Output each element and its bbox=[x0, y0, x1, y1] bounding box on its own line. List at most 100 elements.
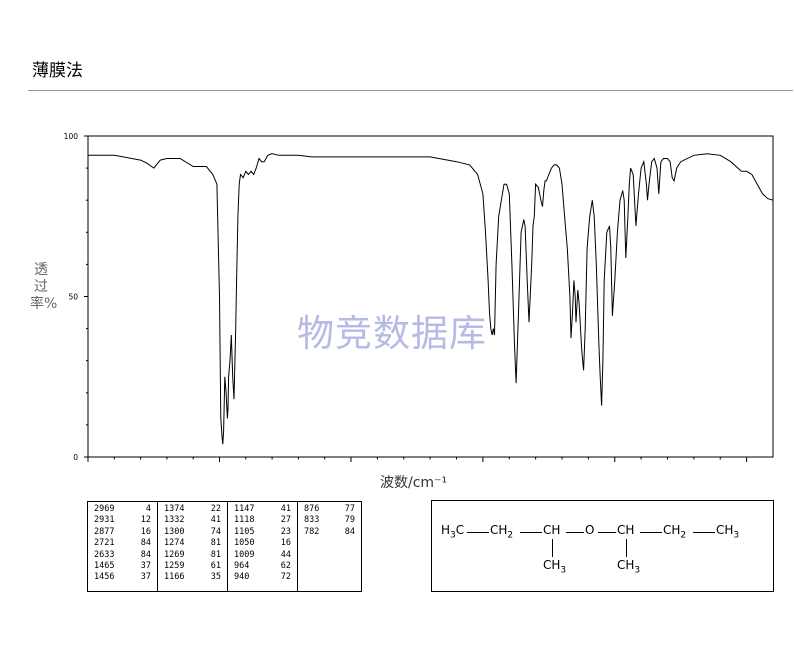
peak-table-column: 1374 22 1332 41 1300 74 1274 81 1269 81 1259 61 1166… bbox=[158, 502, 228, 591]
x-tick-label: 4000 bbox=[78, 464, 97, 465]
peak-wavenumber: 1465 bbox=[94, 561, 115, 572]
peak-transmittance: 16 bbox=[140, 526, 151, 537]
methylene-group-right: CH2 bbox=[663, 523, 687, 541]
methine-group-right: CH bbox=[617, 523, 635, 537]
peak-wavenumber: 833 bbox=[304, 515, 320, 526]
ether-oxygen: O bbox=[585, 523, 595, 537]
branch-bond bbox=[626, 539, 627, 557]
peak-transmittance: 81 bbox=[210, 538, 221, 549]
methine-group-left: CH bbox=[543, 523, 561, 537]
page-title: 薄膜法 bbox=[32, 61, 83, 81]
plot-frame bbox=[87, 135, 774, 458]
peak-wavenumber: 2931 bbox=[94, 515, 115, 526]
peak-row: 1300 74 bbox=[164, 527, 221, 538]
y-axis-title: 透过率% bbox=[30, 262, 58, 312]
peak-row: 1274 81 bbox=[164, 538, 221, 549]
peak-wavenumber: 1332 bbox=[164, 515, 185, 526]
x-tick-label: 1000 bbox=[605, 464, 624, 465]
transmittance-line bbox=[88, 153, 774, 445]
peak-transmittance: 22 bbox=[210, 504, 221, 514]
peak-row: 1456 37 bbox=[94, 572, 151, 583]
y-axis-ticks: 0 50 100 bbox=[64, 132, 88, 462]
x-axis-ticks: 4000 3000 2000 1500 1000 500 bbox=[78, 457, 754, 465]
peak-row: 1374 22 bbox=[164, 504, 221, 515]
peak-row: 2969 4 bbox=[94, 504, 151, 515]
title-divider bbox=[28, 90, 793, 91]
peak-wavenumber: 1269 bbox=[164, 549, 185, 560]
methyl-branch-right: CH3 bbox=[617, 558, 641, 576]
peak-row: 876 77 bbox=[304, 504, 355, 515]
peak-transmittance: 37 bbox=[140, 572, 151, 583]
peak-transmittance: 84 bbox=[140, 549, 151, 560]
bond bbox=[566, 532, 584, 533]
peak-transmittance: 62 bbox=[280, 561, 291, 572]
peak-row: 1269 81 bbox=[164, 550, 221, 561]
peak-wavenumber: 1274 bbox=[164, 538, 185, 549]
methylene-group-left: CH2 bbox=[490, 523, 514, 541]
y-tick-label: 0 bbox=[73, 453, 78, 462]
peak-transmittance: 12 bbox=[140, 515, 151, 526]
peak-row: 1465 37 bbox=[94, 561, 151, 572]
peak-wavenumber: 1147 bbox=[234, 504, 255, 514]
peak-transmittance: 61 bbox=[210, 561, 221, 572]
peak-transmittance: 44 bbox=[280, 549, 291, 560]
peak-wavenumber: 1050 bbox=[234, 538, 255, 549]
peak-row: 1332 41 bbox=[164, 515, 221, 526]
peak-row: 2721 84 bbox=[94, 538, 151, 549]
peak-transmittance: 84 bbox=[344, 526, 355, 537]
bond bbox=[520, 532, 542, 533]
peak-table: 2969 4 2931 12 2877 16 2721 84 2633 84 1465 37 1456 3… bbox=[87, 501, 362, 592]
peak-row: 782 84 bbox=[304, 527, 355, 538]
peak-row: 1118 27 bbox=[234, 515, 291, 526]
peak-transmittance: 37 bbox=[140, 561, 151, 572]
methyl-branch-left: CH3 bbox=[543, 558, 567, 576]
peak-row: 1166 35 bbox=[164, 572, 221, 583]
x-axis-title: 波数/cm⁻¹ bbox=[380, 475, 448, 491]
peak-transmittance: 72 bbox=[280, 572, 291, 583]
peak-wavenumber: 2877 bbox=[94, 526, 115, 537]
ir-spectrum-chart: 4000 3000 2000 1500 1000 500 0 50 100 bbox=[64, 132, 774, 465]
x-tick-label: 3000 bbox=[210, 464, 229, 465]
peak-table-column: 1147 41 1118 27 1105 23 1050 16 1009 44 964 62 940 72 bbox=[228, 502, 298, 591]
peak-wavenumber: 1456 bbox=[94, 572, 115, 583]
peak-row: 2931 12 bbox=[94, 515, 151, 526]
peak-row: 1009 44 bbox=[234, 550, 291, 561]
peak-transmittance: 41 bbox=[210, 515, 221, 526]
peak-row: 1259 61 bbox=[164, 561, 221, 572]
branch-bond bbox=[552, 539, 553, 557]
peak-wavenumber: 1105 bbox=[234, 526, 255, 537]
bond bbox=[640, 532, 662, 533]
peak-transmittance: 77 bbox=[344, 504, 355, 514]
peak-row: 964 62 bbox=[234, 561, 291, 572]
x-tick-label: 500 bbox=[739, 464, 754, 465]
peak-wavenumber: 876 bbox=[304, 504, 320, 514]
y-tick-label: 50 bbox=[68, 293, 78, 302]
peak-row: 1147 41 bbox=[234, 504, 291, 515]
peak-transmittance: 35 bbox=[210, 572, 221, 583]
peak-transmittance: 23 bbox=[280, 526, 291, 537]
peak-wavenumber: 1166 bbox=[164, 572, 185, 583]
bond bbox=[467, 532, 489, 533]
peak-wavenumber: 940 bbox=[234, 572, 250, 583]
peak-wavenumber: 2633 bbox=[94, 549, 115, 560]
x-tick-label: 1500 bbox=[473, 464, 492, 465]
peak-transmittance: 27 bbox=[280, 515, 291, 526]
peak-transmittance: 4 bbox=[145, 504, 151, 514]
peak-row: 1050 16 bbox=[234, 538, 291, 549]
peak-row: 1105 23 bbox=[234, 527, 291, 538]
peak-transmittance: 84 bbox=[140, 538, 151, 549]
y-tick-label: 100 bbox=[64, 132, 79, 141]
peak-table-column: 876 77 833 79 782 84 bbox=[298, 502, 361, 591]
peak-wavenumber: 1300 bbox=[164, 526, 185, 537]
peak-wavenumber: 782 bbox=[304, 526, 320, 537]
peak-row: 2633 84 bbox=[94, 550, 151, 561]
watermark: 物竞数据库 bbox=[297, 312, 487, 355]
peak-wavenumber: 2721 bbox=[94, 538, 115, 549]
peak-wavenumber: 964 bbox=[234, 561, 250, 572]
peak-table-column: 2969 4 2931 12 2877 16 2721 84 2633 84 1465 37 1456 3… bbox=[88, 502, 158, 591]
peak-transmittance: 79 bbox=[344, 515, 355, 526]
peak-wavenumber: 1118 bbox=[234, 515, 255, 526]
methyl-group-right: CH3 bbox=[716, 523, 740, 541]
peak-transmittance: 16 bbox=[280, 538, 291, 549]
peak-wavenumber: 1374 bbox=[164, 504, 185, 514]
